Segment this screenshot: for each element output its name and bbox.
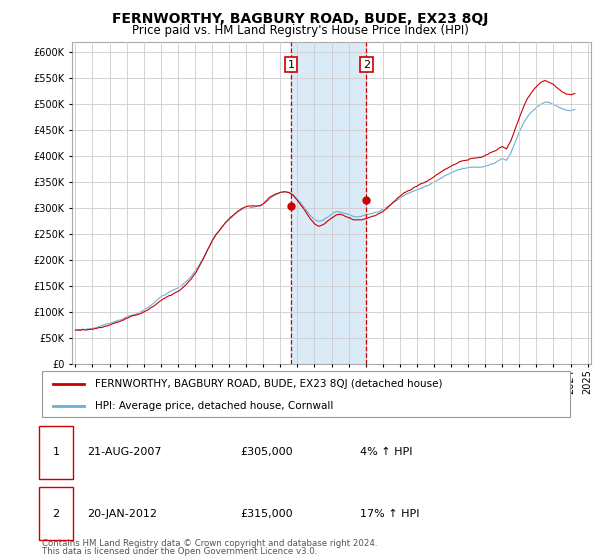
Text: £305,000: £305,000 [240, 447, 293, 457]
Text: Price paid vs. HM Land Registry's House Price Index (HPI): Price paid vs. HM Land Registry's House … [131, 24, 469, 36]
Text: 4% ↑ HPI: 4% ↑ HPI [360, 447, 413, 457]
Text: Contains HM Land Registry data © Crown copyright and database right 2024.: Contains HM Land Registry data © Crown c… [42, 539, 377, 548]
Bar [291, 42, 367, 364]
Text: HPI: Average price, detached house, Cornwall: HPI: Average price, detached house, Corn… [95, 401, 333, 411]
Text: 2: 2 [53, 509, 59, 519]
FancyBboxPatch shape [42, 371, 570, 417]
Text: FERNWORTHY, BAGBURY ROAD, BUDE, EX23 8QJ (detached house): FERNWORTHY, BAGBURY ROAD, BUDE, EX23 8QJ… [95, 379, 442, 389]
Text: 1: 1 [53, 447, 59, 457]
Text: 1: 1 [287, 59, 295, 69]
Text: £315,000: £315,000 [240, 509, 293, 519]
Text: 2: 2 [363, 59, 370, 69]
Text: 21-AUG-2007: 21-AUG-2007 [87, 447, 161, 457]
Text: 20-JAN-2012: 20-JAN-2012 [87, 509, 157, 519]
Text: This data is licensed under the Open Government Licence v3.0.: This data is licensed under the Open Gov… [42, 547, 317, 556]
Text: 17% ↑ HPI: 17% ↑ HPI [360, 509, 419, 519]
Text: FERNWORTHY, BAGBURY ROAD, BUDE, EX23 8QJ: FERNWORTHY, BAGBURY ROAD, BUDE, EX23 8QJ [112, 12, 488, 26]
